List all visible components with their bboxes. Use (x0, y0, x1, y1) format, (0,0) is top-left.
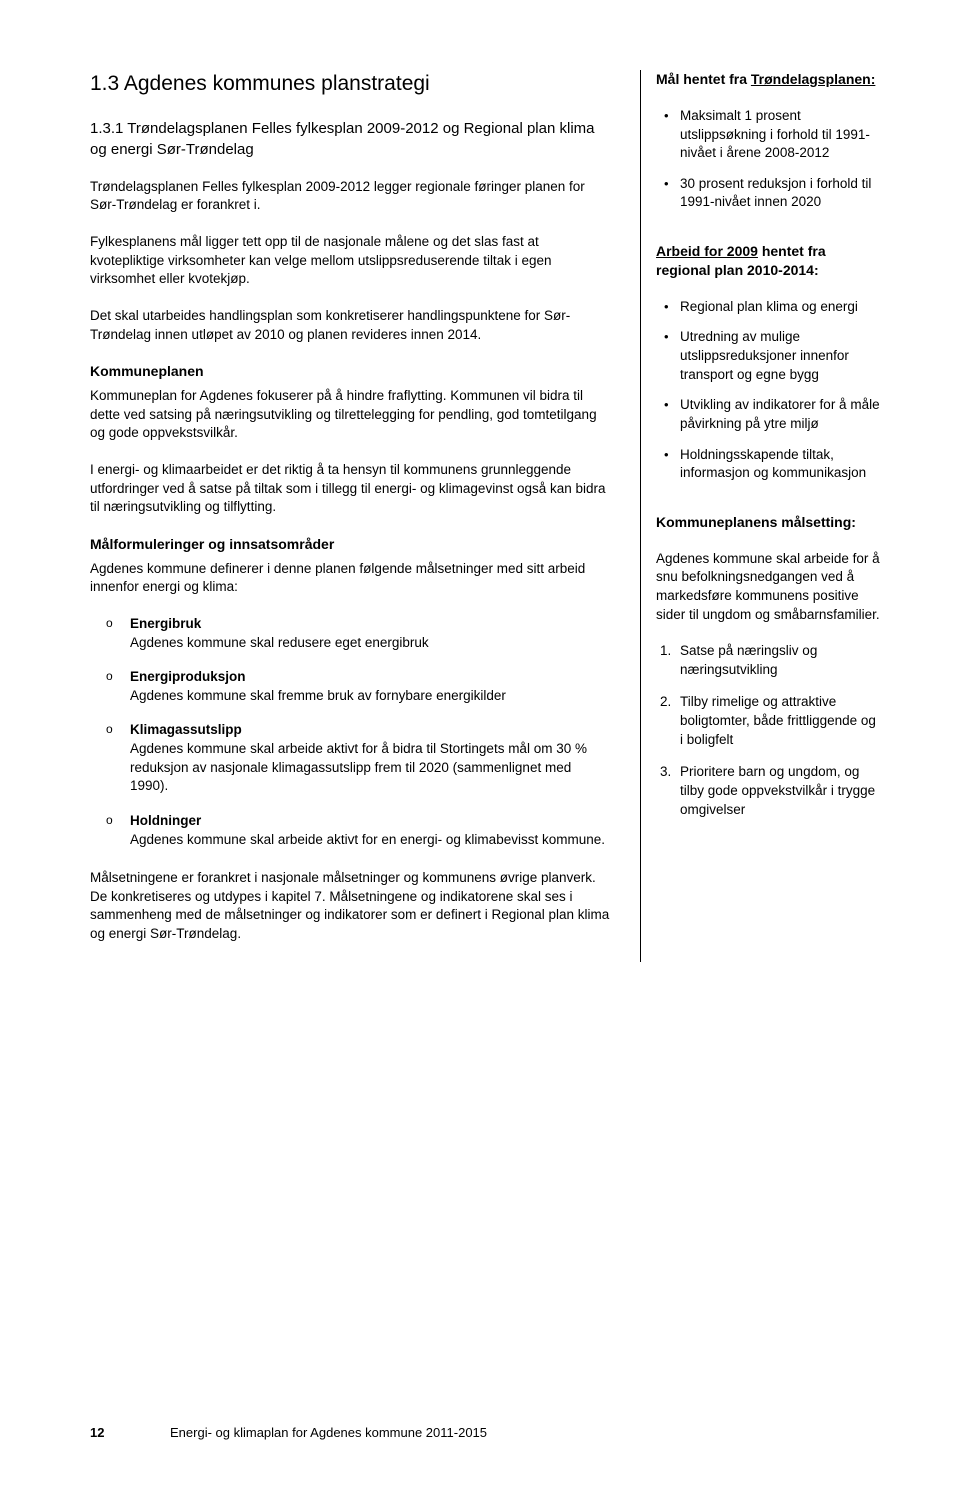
sidebar-bullets-2: Regional plan klima og energi Utredning … (656, 298, 880, 483)
paragraph: Det skal utarbeides handlingsplan som ko… (90, 307, 610, 344)
sidebar-heading-trondelagsplanen: Mål hentet fra Trøndelagsplanen: (656, 70, 880, 89)
list-item-title: Holdninger (130, 812, 610, 831)
list-item: Energibruk Agdenes kommune skal redusere… (130, 615, 610, 652)
list-item-title: Energiproduksjon (130, 668, 610, 687)
list-item-title: Klimagassutslipp (130, 721, 610, 740)
list-item-title: Energibruk (130, 615, 610, 634)
footer-title: Energi- og klimaplan for Agdenes kommune… (170, 1425, 487, 1440)
sidebar-paragraph: Agdenes kommune skal arbeide for å snu b… (656, 550, 880, 625)
sidebar-heading-kommuneplanens: Kommuneplanens målsetting: (656, 513, 880, 532)
sidebar-heading-arbeid: Arbeid for 2009 hentet fra regional plan… (656, 242, 880, 280)
page-footer: 12 Energi- og klimaplan for Agdenes komm… (90, 1425, 880, 1440)
list-item-desc: Agdenes kommune skal redusere eget energ… (130, 635, 429, 650)
list-item: Tilby rimelige og attraktive boligtomter… (680, 693, 880, 749)
list-item: Utredning av mulige utslippsreduksjoner … (680, 328, 880, 384)
heading-1: 1.3 Agdenes kommunes planstrategi (90, 70, 610, 97)
sidebar-heading-underline: Arbeid for 2009 (656, 243, 758, 259)
paragraph: Kommuneplan for Agdenes fokuserer på å h… (90, 387, 610, 443)
list-item: Regional plan klima og energi (680, 298, 880, 317)
list-item: Utvikling av indikatorer for å måle påvi… (680, 396, 880, 433)
main-column: 1.3 Agdenes kommunes planstrategi 1.3.1 … (90, 70, 610, 962)
sidebar-heading-text: Mål hentet fra (656, 71, 751, 87)
page-number: 12 (90, 1425, 170, 1440)
paragraph: Agdenes kommune definerer i denne planen… (90, 560, 610, 597)
list-item-desc: Agdenes kommune skal fremme bruk av forn… (130, 688, 506, 703)
goals-list: Energibruk Agdenes kommune skal redusere… (90, 615, 610, 849)
subheading-kommuneplanen: Kommuneplanen (90, 362, 610, 381)
sidebar-bullets-1: Maksimalt 1 prosent utslippsøkning i for… (656, 107, 880, 212)
list-item: Holdninger Agdenes kommune skal arbeide … (130, 812, 610, 849)
list-item: Satse på næringsliv og næringsutvikling (680, 642, 880, 679)
list-item-desc: Agdenes kommune skal arbeide aktivt for … (130, 832, 605, 847)
paragraph: I energi- og klimaarbeidet er det riktig… (90, 461, 610, 517)
list-item: Prioritere barn og ungdom, og tilby gode… (680, 763, 880, 819)
list-item: Klimagassutslipp Agdenes kommune skal ar… (130, 721, 610, 796)
paragraph: Trøndelagsplanen Felles fylkesplan 2009-… (90, 178, 610, 215)
paragraph: Målsetningene er forankret i nasjonale m… (90, 869, 610, 944)
list-item: Energiproduksjon Agdenes kommune skal fr… (130, 668, 610, 705)
sidebar-heading-underline: Trøndelagsplanen: (751, 71, 875, 87)
sidebar-numbered-list: Satse på næringsliv og næringsutvikling … (656, 642, 880, 819)
list-item-desc: Agdenes kommune skal arbeide aktivt for … (130, 741, 587, 793)
list-item: Maksimalt 1 prosent utslippsøkning i for… (680, 107, 880, 163)
heading-2: 1.3.1 Trøndelagsplanen Felles fylkesplan… (90, 119, 610, 160)
list-item: Holdningsskapende tiltak, informasjon og… (680, 446, 880, 483)
list-item: 30 prosent reduksjon i forhold til 1991-… (680, 175, 880, 212)
paragraph: Fylkesplanens mål ligger tett opp til de… (90, 233, 610, 289)
subheading-malformuleringer: Målformuleringer og innsatsområder (90, 535, 610, 554)
sidebar: Mål hentet fra Trøndelagsplanen: Maksima… (640, 70, 880, 962)
